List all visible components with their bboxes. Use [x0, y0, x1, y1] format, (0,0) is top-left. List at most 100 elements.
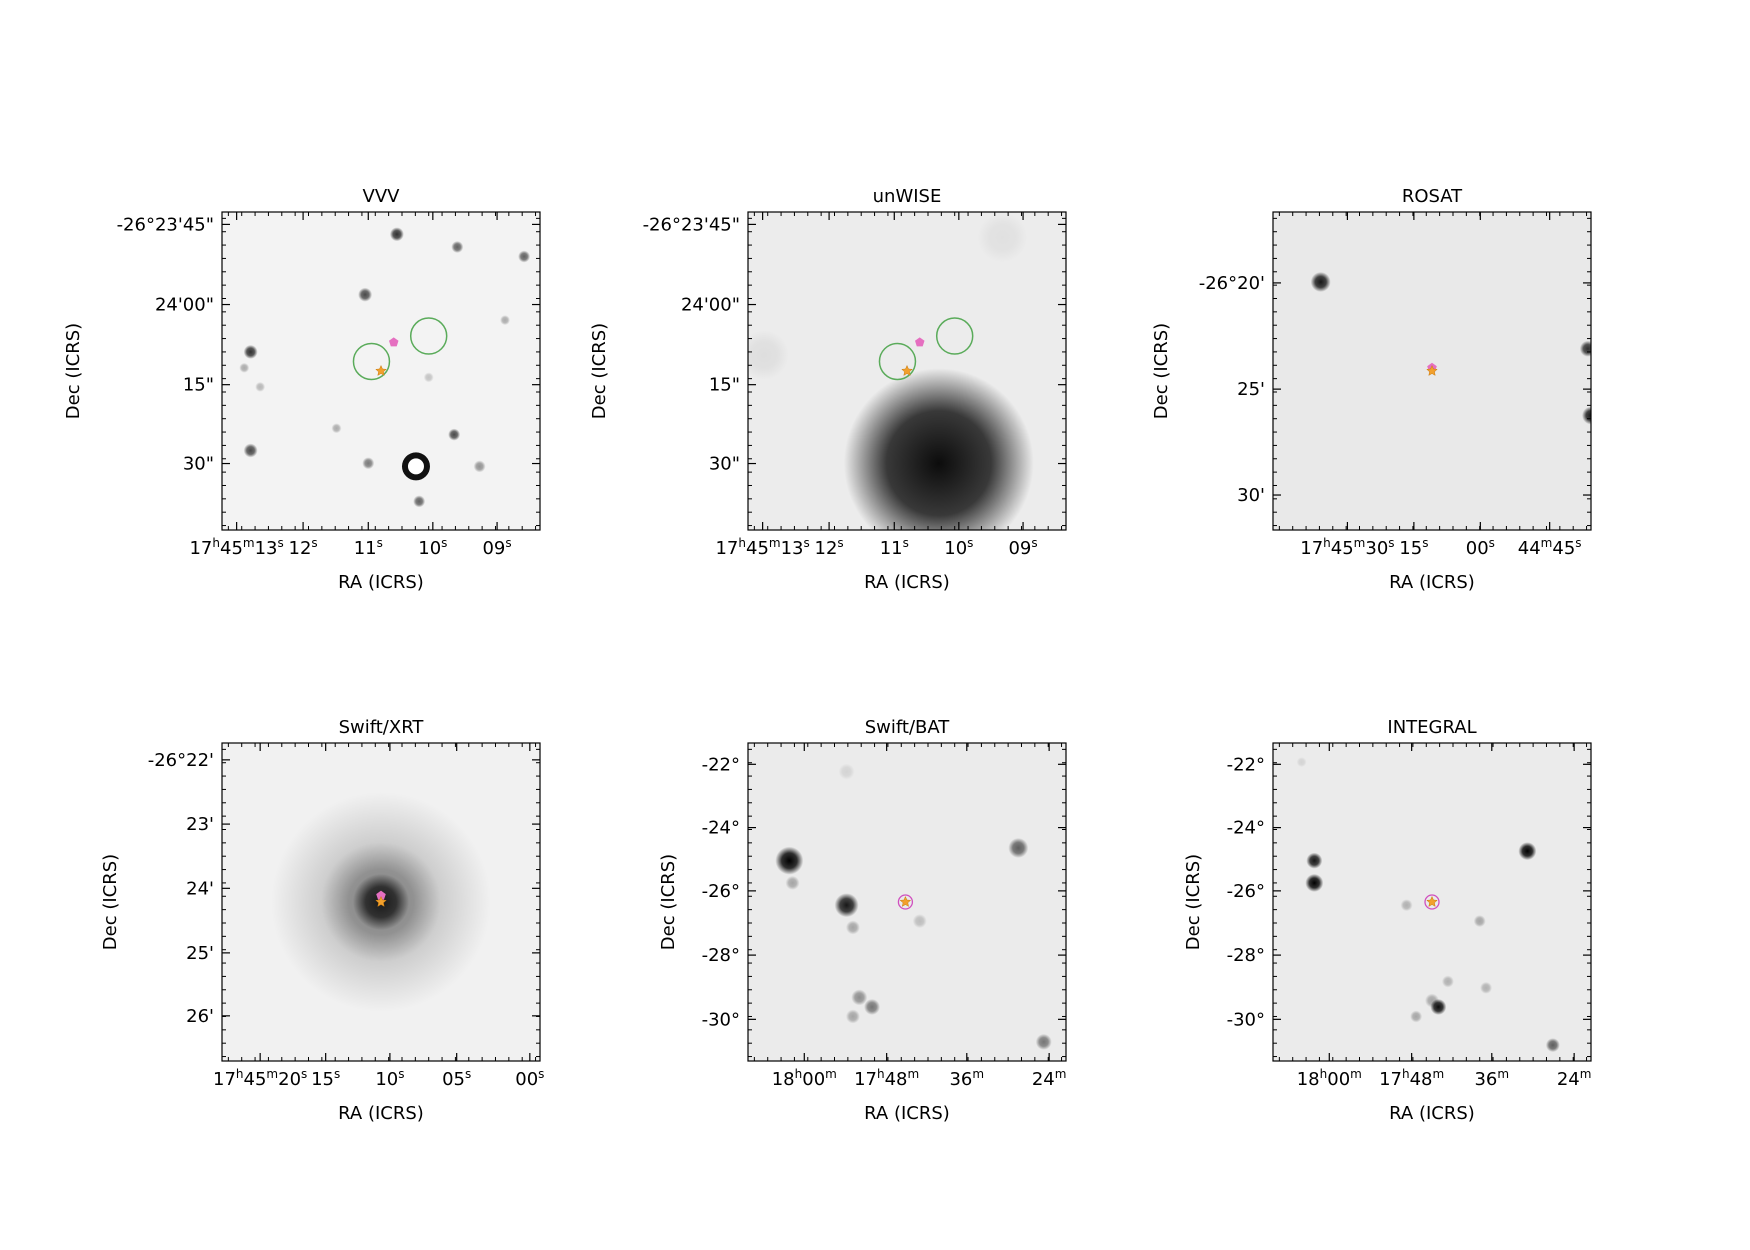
y-tick-label: -26° [1227, 881, 1265, 902]
counterpart-marker [376, 890, 386, 900]
x-tick-label: 17h​48m​ [1379, 1067, 1444, 1090]
source-blob [362, 457, 375, 470]
x-tick-label: 12s​ [289, 536, 318, 559]
source-blob [500, 315, 511, 326]
axes-frame [1272, 742, 1592, 1062]
x-tick-label: 10s​ [418, 536, 447, 559]
x-tick-label: 17h​45m​13s​ [715, 536, 809, 559]
x-axis-label: RA (ICRS) [864, 1103, 950, 1124]
y-tick-label: -24° [1227, 818, 1265, 839]
y-tick-label: -28° [1227, 945, 1265, 966]
axes-frame [221, 742, 541, 1062]
error-circle [935, 317, 974, 355]
source-blob [255, 381, 266, 392]
x-tick-label: 11s​ [880, 536, 909, 559]
source-marker [1426, 895, 1438, 907]
source-marker [375, 895, 387, 907]
x-tick-label: 36m​ [949, 1067, 984, 1090]
source-blob [1400, 899, 1413, 912]
source-blob [1441, 975, 1454, 988]
x-tick-label: 24m​ [1557, 1067, 1592, 1090]
source-blob [748, 330, 789, 381]
y-tick-label: 25' [1237, 379, 1265, 400]
source-blob [1305, 873, 1324, 892]
source-blob [1579, 340, 1591, 357]
x-axis-label: RA (ICRS) [338, 1103, 424, 1124]
x-tick-label: 10s​ [375, 1067, 404, 1090]
axes-frame [1272, 211, 1592, 531]
panel-title: VVV [363, 186, 401, 207]
panel-title: Swift/BAT [865, 717, 951, 738]
x-tick-label: 17h​45m​20s​ [213, 1067, 307, 1090]
y-tick-label: 30" [183, 454, 214, 475]
y-axis-label: Dec (ICRS) [1151, 323, 1172, 419]
source-blob [1473, 915, 1486, 928]
x-tick-label: 15s​ [311, 1067, 340, 1090]
counterpart-marker [389, 337, 399, 347]
source-blob [977, 212, 1028, 263]
source-blob [1008, 837, 1029, 858]
y-tick-label: 30" [709, 454, 740, 475]
source-blob [1410, 1010, 1423, 1023]
source-marker [901, 364, 913, 376]
axes-frame [747, 211, 1067, 531]
x-tick-label: 36m​ [1474, 1067, 1509, 1090]
source-blob [1518, 842, 1537, 861]
source-blob [843, 368, 1034, 530]
y-axis-label: Dec (ICRS) [1183, 854, 1204, 950]
counterpart-marker [915, 337, 925, 347]
source-marker [899, 895, 912, 907]
source-blob [331, 423, 342, 434]
source-marker [1426, 364, 1438, 376]
source-blob [389, 227, 404, 242]
error-circle [352, 342, 391, 381]
sky-image [222, 743, 540, 1061]
panel: VVV RA (ICRS) Dec (ICRS) -26°23'45" 24'00" 15… [63, 186, 541, 593]
source-blob [1480, 981, 1493, 994]
error-circle [878, 342, 917, 381]
source-blob [239, 362, 250, 373]
sky-image [1273, 212, 1591, 530]
y-axis-label: Dec (ICRS) [100, 854, 121, 950]
axes-frame [221, 211, 541, 531]
source-blob [845, 920, 860, 935]
y-tick-label: 30' [1237, 485, 1265, 506]
y-tick-label: -26°23'45" [643, 214, 740, 235]
y-tick-label: 24' [186, 878, 214, 899]
source-blob [1306, 852, 1323, 869]
panel-title: Swift/XRT [339, 717, 425, 738]
saturated-core [407, 458, 424, 475]
sky-image [1273, 743, 1591, 1061]
x-tick-label: 18h​00m​ [1297, 1067, 1362, 1090]
source-blob [1425, 993, 1439, 1008]
y-tick-label: -30° [702, 1009, 740, 1030]
y-tick-label: 15" [183, 375, 214, 396]
x-axis-label: RA (ICRS) [864, 572, 950, 593]
x-tick-label: 00s​ [1466, 536, 1495, 559]
source-blob [413, 495, 426, 508]
source-blob [851, 989, 868, 1006]
panel-title: unWISE [873, 186, 942, 207]
source-marker [375, 364, 387, 376]
y-axis-label: Dec (ICRS) [658, 854, 679, 950]
source-blob [775, 846, 804, 875]
source-blob [473, 460, 486, 473]
y-tick-label: -26°23'45" [117, 214, 214, 235]
source-blob [243, 443, 258, 458]
x-tick-label: 11s​ [354, 536, 383, 559]
x-tick-label: 05s​ [442, 1067, 471, 1090]
error-circle [897, 894, 914, 910]
y-tick-label: 26' [186, 1006, 214, 1027]
axes-frame [747, 742, 1067, 1062]
panel: unWISE RA (ICRS) Dec (ICRS) -26°23'45" 24'00… [589, 186, 1067, 593]
x-tick-label: 44m​45s​ [1518, 536, 1582, 559]
source-blob [1035, 1033, 1052, 1050]
x-tick-label: 17h​45m​13s​ [189, 536, 283, 559]
panel-title: INTEGRAL [1387, 717, 1476, 738]
y-axis-label: Dec (ICRS) [589, 323, 610, 419]
sky-image [748, 743, 1066, 1061]
source-blob [1310, 271, 1331, 292]
x-tick-label: 24m​ [1032, 1067, 1067, 1090]
source-blob [845, 1009, 860, 1024]
